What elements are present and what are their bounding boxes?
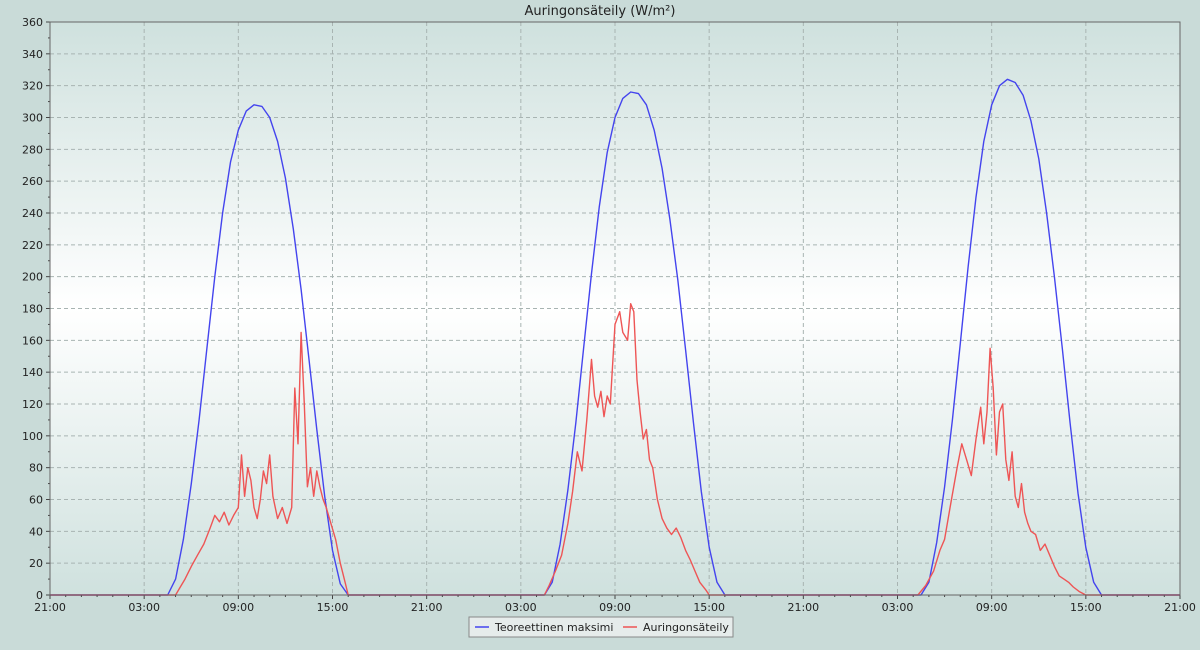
y-tick-label: 100: [22, 430, 43, 443]
x-tick-label: 09:00: [599, 601, 631, 614]
x-tick-label: 09:00: [976, 601, 1008, 614]
x-tick-label: 21:00: [787, 601, 819, 614]
legend-box: [468, 616, 734, 638]
y-tick-label: 180: [22, 303, 43, 316]
y-tick-label: 360: [22, 16, 43, 29]
plot-border: [49, 21, 1181, 596]
x-tick-label: 09:00: [222, 601, 254, 614]
x-tick-label: 15:00: [693, 601, 725, 614]
y-tick-label: 120: [22, 398, 43, 411]
x-tick-label: 15:00: [317, 601, 349, 614]
series-layer: [50, 78, 1180, 596]
y-tick-label: 220: [22, 239, 43, 252]
y-tick-label: 140: [22, 366, 43, 379]
y-tick-label: 20: [29, 557, 43, 570]
x-tick-label: 03:00: [505, 601, 537, 614]
y-tick-label: 80: [29, 462, 43, 475]
x-tick-label: 21:00: [411, 601, 443, 614]
x-tick-label: 03:00: [882, 601, 914, 614]
y-tick-label: 320: [22, 80, 43, 93]
series-line-0: [50, 78, 1180, 596]
y-tick-label: 60: [29, 494, 43, 507]
y-tick-label: 280: [22, 143, 43, 156]
y-tick-label: 200: [22, 271, 43, 284]
y-tick-label: 160: [22, 334, 43, 347]
x-tick-label: 15:00: [1070, 601, 1102, 614]
y-tick-label: 260: [22, 175, 43, 188]
x-tick-label: 03:00: [128, 601, 160, 614]
y-tick-label: 0: [36, 589, 43, 602]
y-tick-label: 300: [22, 112, 43, 125]
axis-layer: 0 20 40 60 80 100 120 140 160 180 200 220 240 260 280 3…: [22, 16, 1196, 614]
y-tick-label: 240: [22, 207, 43, 220]
y-tick-label: 340: [22, 48, 43, 61]
legend-label-1: Auringonsäteily: [643, 621, 729, 634]
chart-title: Auringonsäteily (W/m²): [525, 4, 676, 19]
series-line-1: [50, 303, 1180, 596]
y-tick-label: 40: [29, 525, 43, 538]
x-tick-label: 21:00: [34, 601, 66, 614]
legend-label-0: Teoreettinen maksimi: [494, 621, 613, 634]
x-tick-label: 21:00: [1164, 601, 1196, 614]
legend: Teoreettinen maksimi Auringonsäteily: [468, 616, 734, 638]
